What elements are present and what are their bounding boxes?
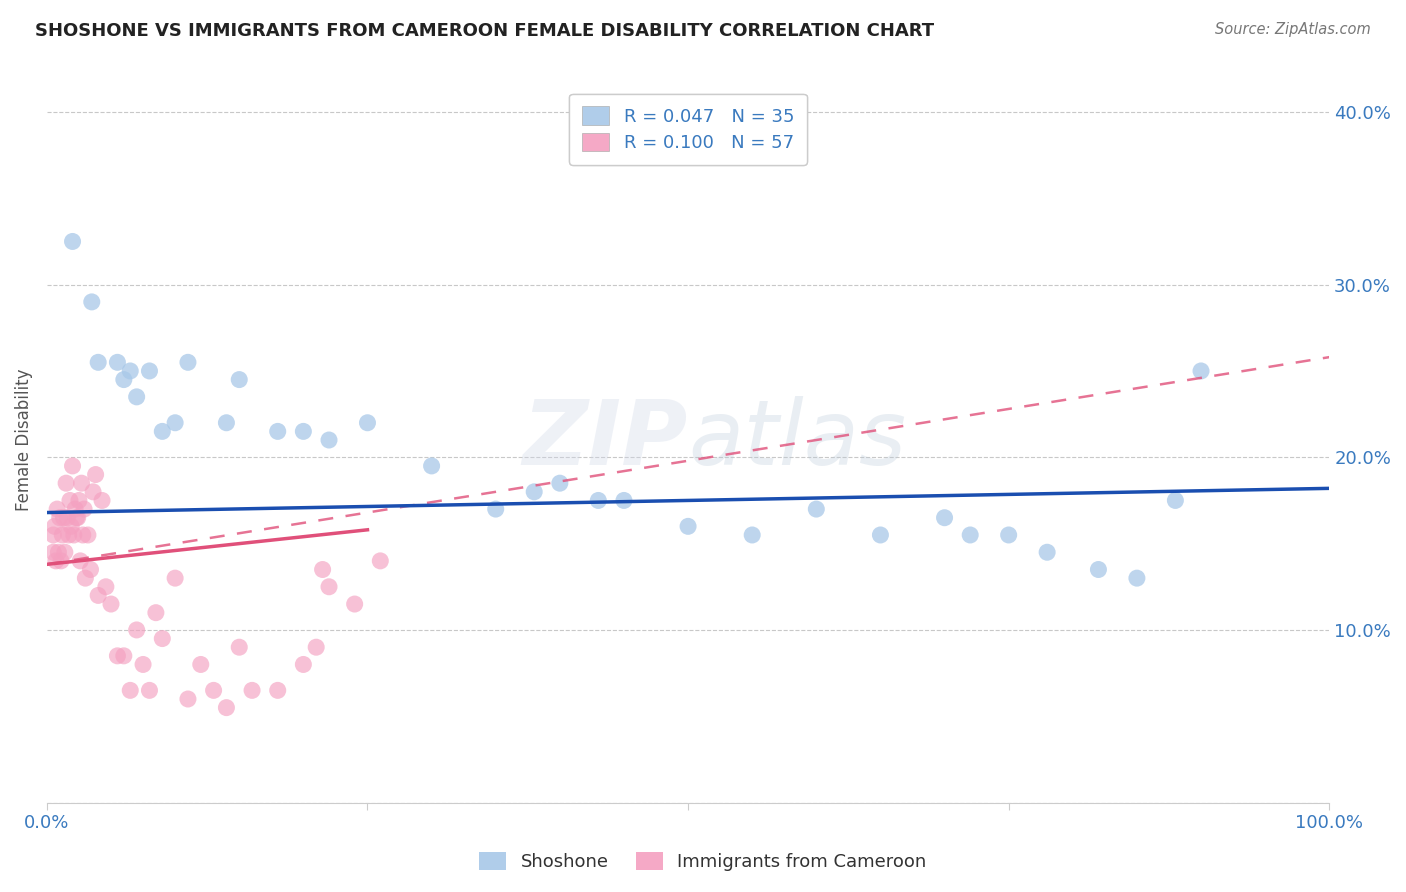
Point (48, 510, 70, 524)
Point (125, 623, 148, 637)
Point (588, 493, 610, 508)
Text: SHOSHONE VS IMMIGRANTS FROM CAMEROON FEMALE DISABILITY CORRELATION CHART: SHOSHONE VS IMMIGRANTS FROM CAMEROON FEM… (35, 22, 934, 40)
Point (1087, 562, 1109, 576)
Point (548, 476, 571, 491)
Point (177, 355, 200, 369)
Point (959, 528, 981, 542)
Point (107, 355, 129, 369)
Point (150, 632, 173, 646)
Point (311, 562, 333, 576)
Point (45, 554, 67, 568)
Point (69, 554, 91, 568)
Point (65, 510, 87, 524)
Point (318, 433, 340, 447)
Point (150, 425, 173, 439)
Text: Source: ZipAtlas.com: Source: ZipAtlas.com (1215, 22, 1371, 37)
Point (228, 640, 250, 655)
Point (138, 683, 160, 698)
Point (56, 510, 79, 524)
Point (75, 571, 97, 585)
Point (91, 493, 114, 508)
Point (177, 692, 200, 706)
Point (869, 528, 891, 542)
Point (190, 657, 212, 672)
Point (59, 493, 82, 508)
Point (318, 580, 340, 594)
Point (806, 502, 828, 516)
Point (62, 458, 84, 473)
Point (42, 528, 65, 542)
Point (58, 528, 80, 542)
Point (997, 528, 1019, 542)
Text: ZIP: ZIP (523, 396, 688, 484)
Point (202, 683, 225, 698)
Point (67, 493, 90, 508)
Point (613, 493, 636, 508)
Point (1164, 493, 1187, 508)
Point (100, 597, 122, 611)
Point (120, 364, 142, 378)
Point (72, 528, 94, 542)
Point (305, 640, 328, 655)
Point (165, 416, 187, 430)
Point (368, 554, 391, 568)
Point (77, 528, 100, 542)
Point (84, 467, 107, 482)
Point (51, 528, 73, 542)
Legend: R = 0.047   N = 35, R = 0.100   N = 57: R = 0.047 N = 35, R = 0.100 N = 57 (569, 94, 807, 165)
Point (53, 545, 76, 559)
Point (63, 502, 86, 516)
Point (1036, 545, 1059, 559)
Point (267, 683, 290, 698)
Point (741, 528, 763, 542)
Point (125, 390, 148, 404)
Text: atlas: atlas (688, 396, 905, 484)
Y-axis label: Female Disability: Female Disability (15, 368, 32, 511)
Point (55, 476, 77, 491)
Point (165, 571, 187, 585)
Point (44, 519, 66, 533)
Point (94, 580, 117, 594)
Point (934, 510, 956, 524)
Point (52, 510, 75, 524)
Point (107, 648, 129, 663)
Point (120, 683, 142, 698)
Point (42, 545, 65, 559)
Point (112, 648, 135, 663)
Point (228, 373, 250, 387)
Point (63, 528, 86, 542)
Point (87, 588, 110, 602)
Point (292, 657, 315, 672)
Point (66, 510, 89, 524)
Point (132, 657, 155, 672)
Point (267, 425, 290, 439)
Point (87, 355, 110, 369)
Point (48, 545, 70, 559)
Point (82, 484, 104, 499)
Point (420, 458, 443, 473)
Point (46, 502, 69, 516)
Point (1126, 571, 1149, 585)
Point (215, 416, 238, 430)
Point (138, 364, 160, 378)
Point (79, 562, 101, 576)
Point (485, 502, 508, 516)
Point (60, 519, 83, 533)
Point (292, 425, 315, 439)
Point (215, 700, 238, 714)
Point (70, 476, 93, 491)
Point (356, 416, 378, 430)
Point (523, 484, 546, 499)
Point (145, 606, 167, 620)
Point (676, 519, 699, 533)
Point (343, 597, 366, 611)
Legend: Shoshone, Immigrants from Cameroon: Shoshone, Immigrants from Cameroon (472, 846, 934, 879)
Point (240, 683, 263, 698)
Point (112, 373, 135, 387)
Point (49, 554, 72, 568)
Point (73, 502, 96, 516)
Point (80, 294, 103, 309)
Point (62, 235, 84, 249)
Point (1189, 364, 1212, 378)
